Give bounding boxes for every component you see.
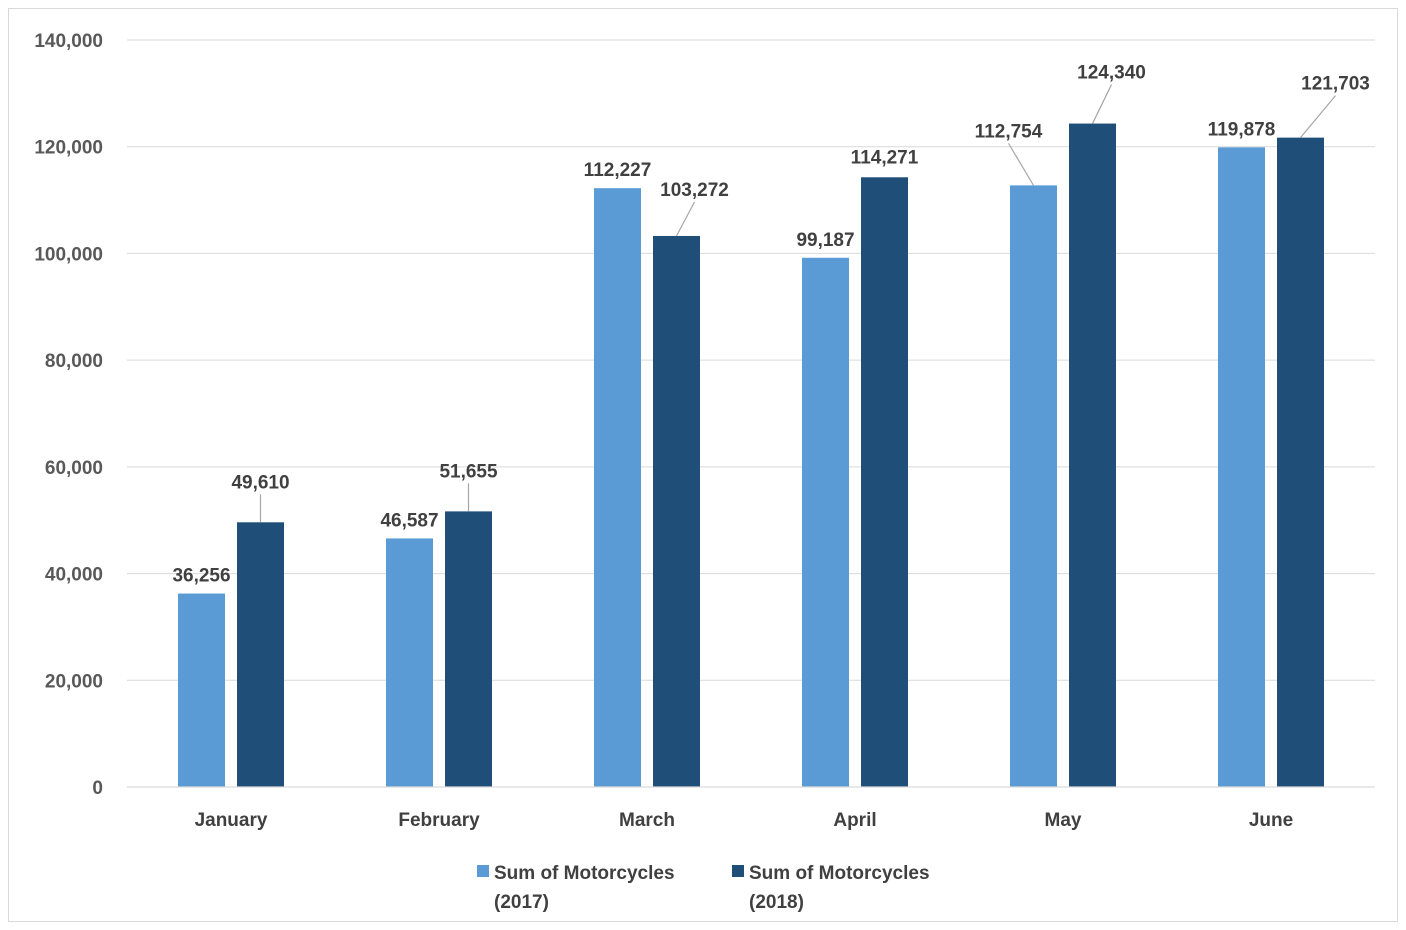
y-tick-label-6: 120,000 <box>34 138 103 159</box>
bar-march-series-1 <box>594 188 641 788</box>
data-label-april-series-1: 99,187 <box>796 230 854 251</box>
data-label-february-series-1: 46,587 <box>380 510 438 531</box>
legend-label-series-1-line-1: Sum of Motorcycles <box>494 863 675 884</box>
legend-swatch-series-2 <box>732 865 744 877</box>
bar-april-series-2 <box>861 177 908 787</box>
data-label-may-series-1: 112,754 <box>975 121 1043 142</box>
x-tick-label-march: March <box>619 810 675 831</box>
y-tick-label-2: 40,000 <box>45 565 103 586</box>
data-label-january-series-2: 49,610 <box>231 472 289 493</box>
leader-line-may-series-2 <box>1091 84 1113 124</box>
y-tick-label-5: 100,000 <box>34 244 103 265</box>
x-tick-label-april: April <box>833 810 876 831</box>
data-label-june-series-2: 121,703 <box>1301 74 1370 95</box>
bar-january-series-2 <box>237 522 284 787</box>
x-tick-label-january: January <box>195 810 268 831</box>
bar-june-series-2 <box>1277 137 1324 787</box>
data-label-june-series-1: 119,878 <box>1208 119 1276 140</box>
x-tick-label-february: February <box>398 810 480 831</box>
y-tick-label-1: 20,000 <box>45 671 103 692</box>
data-label-march-series-2: 103,272 <box>660 180 729 201</box>
data-label-january-series-1: 36,256 <box>172 566 230 587</box>
leader-line-may-series-1 <box>1007 143 1035 186</box>
y-tick-label-7: 140,000 <box>34 31 103 52</box>
x-tick-label-june: June <box>1249 810 1293 831</box>
data-label-march-series-1: 112,227 <box>584 160 652 181</box>
leader-line-march-series-2 <box>675 201 696 237</box>
y-tick-label-3: 60,000 <box>45 458 103 479</box>
x-tick-label-may: May <box>1045 810 1082 831</box>
bar-may-series-1 <box>1010 185 1057 787</box>
legend-label-series-2-line-2: (2018) <box>749 892 804 913</box>
bar-february-series-1 <box>386 538 433 787</box>
legend-label-series-1-line-2: (2017) <box>494 892 549 913</box>
bar-june-series-1 <box>1218 147 1265 788</box>
leader-line-june-series-2 <box>1300 95 1336 139</box>
bar-january-series-1 <box>178 593 225 787</box>
data-label-may-series-2: 124,340 <box>1077 63 1146 84</box>
data-label-february-series-2: 51,655 <box>439 461 498 482</box>
y-tick-label-4: 80,000 <box>45 351 103 372</box>
bar-february-series-2 <box>445 511 492 787</box>
data-label-april-series-2: 114,271 <box>851 147 919 168</box>
bar-april-series-1 <box>802 257 849 788</box>
legend-label-series-2-line-1: Sum of Motorcycles <box>749 863 930 884</box>
y-tick-label-0: 0 <box>92 778 103 799</box>
legend-swatch-series-1 <box>477 865 489 877</box>
bar-march-series-2 <box>653 235 700 788</box>
bar-may-series-2 <box>1069 123 1116 787</box>
